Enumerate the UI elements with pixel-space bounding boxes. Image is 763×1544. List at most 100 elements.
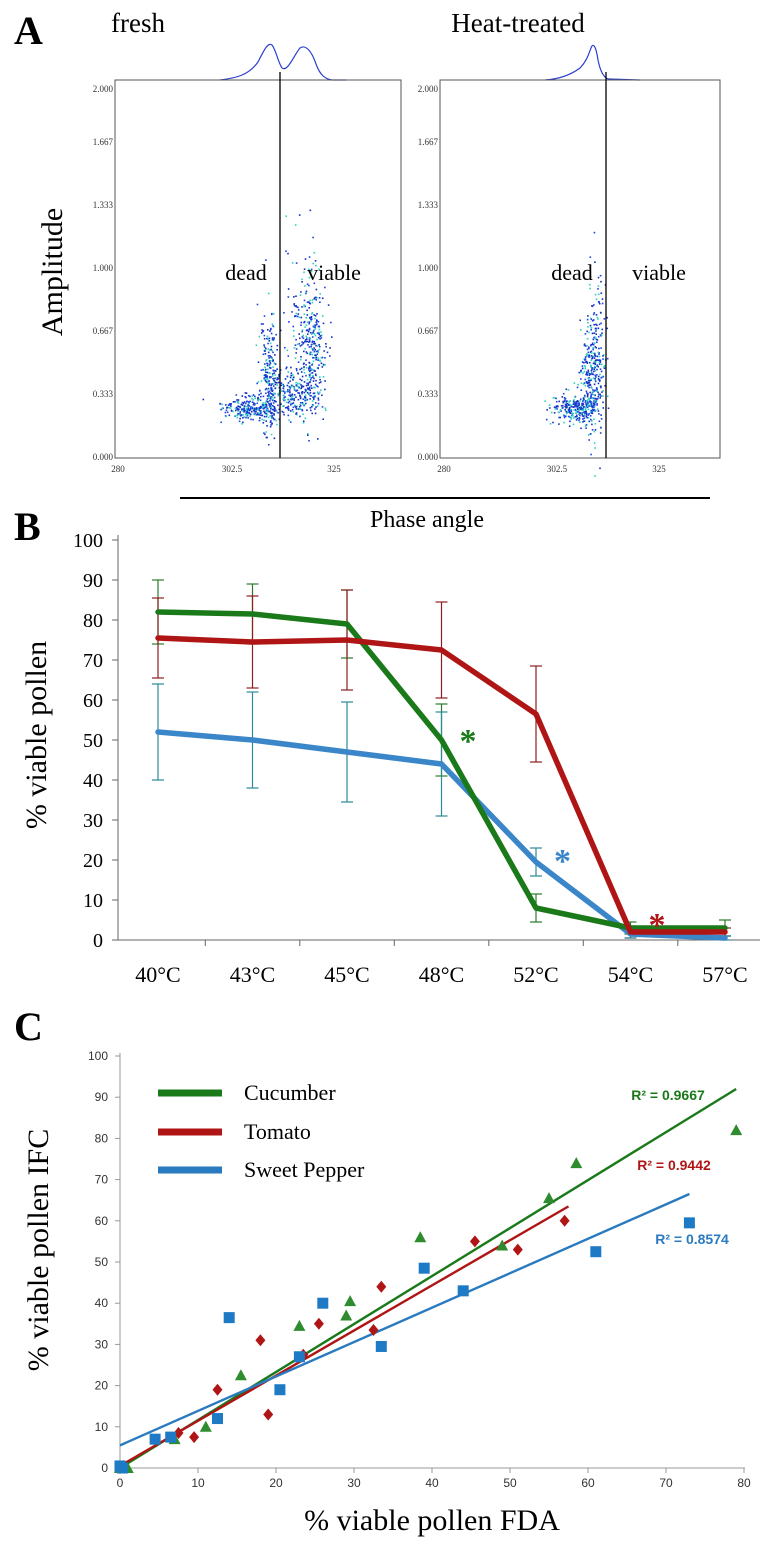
fresh-viable-cluster-dot [316,338,318,341]
fresh-dead-cluster-dot [269,405,271,408]
fresh-viable-cluster-dot [309,369,312,372]
fresh-dead-cluster-dot [265,359,267,362]
fresh-dead-cluster-dot [225,409,228,412]
fresh-viable-cluster-dot [278,375,280,378]
panel-c-point-triangle [344,1295,357,1307]
fresh-viable-cluster-dot [293,347,296,349]
fresh-viable-cluster-dot [316,353,318,356]
fresh-viable-cluster-dot [314,408,316,410]
fresh-viable-cluster-dot [318,332,320,335]
fresh-viable-cluster-dot [287,355,290,357]
fresh-viable-cluster-dot [316,385,318,387]
heat-dead-cluster-dot [586,372,588,375]
heat-dead-cluster-dot [596,408,599,410]
heat-dead-cluster-dot [558,423,560,425]
fresh-dead-cluster-dot [273,337,275,339]
heat-dead-cluster-dot [568,409,571,411]
heat-dead-cluster-dot [579,408,582,410]
heat-dead-cluster-dot [586,330,588,333]
heat-dead-cluster-dot [582,397,585,399]
fresh-dead-cluster-dot [259,417,261,419]
heat-dead-cluster-dot [592,352,595,355]
fresh-viable-cluster-dot [301,392,303,395]
fresh-viable-cluster-dot [309,389,311,392]
fresh-viable-cluster-dot [305,335,307,338]
fresh-viable-cluster-dot [312,360,315,362]
heat-dead-cluster-dot [588,379,590,382]
fresh-viable-cluster-dot [281,383,284,386]
fresh-dead-cluster-dot [261,329,263,331]
fresh-viable-cluster-dot [297,361,300,363]
heat-dead-cluster-dot [599,373,601,376]
heat-dead-cluster-dot [583,417,586,419]
fresh-viable-cluster-dot [290,384,293,387]
fresh-viable-cluster-dot [315,321,317,323]
fresh-viable-cluster-dot [306,340,309,343]
fresh-viable-cluster-dot [298,343,301,345]
fresh-viable-cluster-dot [308,284,310,287]
fresh-dead-cluster-dot [265,403,268,406]
fresh-viable-cluster-dot [308,341,310,343]
heat-dead-cluster-dot [590,350,593,353]
fresh-viable-cluster-dot [280,382,283,384]
fresh-dead-cluster-dot [237,402,240,404]
heat-dead-cluster-dot [597,410,600,412]
heat-dead-cluster-dot [564,397,567,400]
heat-dead-cluster-dot [585,427,587,429]
heat-dead-cluster-dot [601,302,604,305]
heat-dead-cluster-dot [580,329,582,331]
fresh-dead-cluster-dot [265,259,267,261]
fresh-viable-cluster-dot [324,286,326,289]
fresh-viable-cluster-dot [296,343,299,346]
heat-dead-cluster-dot [584,358,587,360]
fresh-viable-cluster-dot [315,288,318,291]
fresh-dead-cluster-dot [243,405,246,407]
fresh-viable-cluster-dot [313,369,315,372]
fresh-viable-cluster-dot [305,329,308,332]
heat-dead-cluster-dot [586,394,589,397]
fresh-viable-cluster-dot [296,315,299,318]
heat-dead-cluster-dot [565,403,567,406]
heat-dead-cluster-dot [587,417,590,419]
heat-dead-cluster-dot [563,397,566,399]
fresh-dead-cluster-dot [265,374,267,376]
heat-dead-cluster-dot [579,398,582,400]
fresh-dead-cluster-dot [258,398,260,400]
fresh-dead-cluster-dot [247,407,250,409]
fresh-viable-cluster-dot [307,388,310,391]
heat-dead-cluster-dot [583,398,585,401]
fresh-viable-cluster-dot [295,408,298,410]
fresh-dead-cluster-dot [271,412,273,415]
fresh-histogram [219,43,346,81]
fresh-ytick-label: 1.667 [93,137,114,147]
heat-dead-cluster-dot [559,416,562,419]
fresh-dead-cluster-dot [273,362,276,364]
fresh-viable-cluster-dot [330,321,332,324]
fresh-viable-cluster-dot [259,390,261,392]
fresh-viable-cluster-dot [297,309,300,311]
fresh-viable-cluster-dot [269,392,272,394]
fresh-viable-cluster-dot [302,385,305,388]
fresh-dead-cluster-dot [253,410,256,412]
fresh-viable-cluster-dot [299,415,301,418]
heat-dead-cluster-dot [585,412,588,415]
fresh-viable-cluster-dot [299,404,302,406]
fresh-dead-cluster-dot [234,400,236,403]
panel-c-point-diamond [559,1214,570,1227]
fresh-dead-cluster-dot [262,368,264,371]
fresh-viable-cluster-dot [310,343,313,346]
fresh-dead-cluster-dot [243,409,245,411]
fresh-viable-cluster-dot [320,334,323,336]
fresh-dead-cluster-dot [242,417,244,419]
heat-dead-cluster-dot [597,327,600,330]
heat-dead-cluster-dot [595,327,597,330]
fresh-dead-cluster-dot [271,373,274,375]
fresh-viable-cluster-dot [311,400,314,402]
panel-c-point-triangle [543,1192,555,1204]
fresh-viable-cluster-dot [283,394,285,397]
fresh-dead-cluster-dot [275,333,277,336]
fresh-viable-cluster-dot [290,374,292,377]
fresh-dead-cluster-dot [256,382,258,385]
fresh-dead-cluster-dot [263,377,266,379]
fresh-dead-cluster-dot [268,383,271,386]
